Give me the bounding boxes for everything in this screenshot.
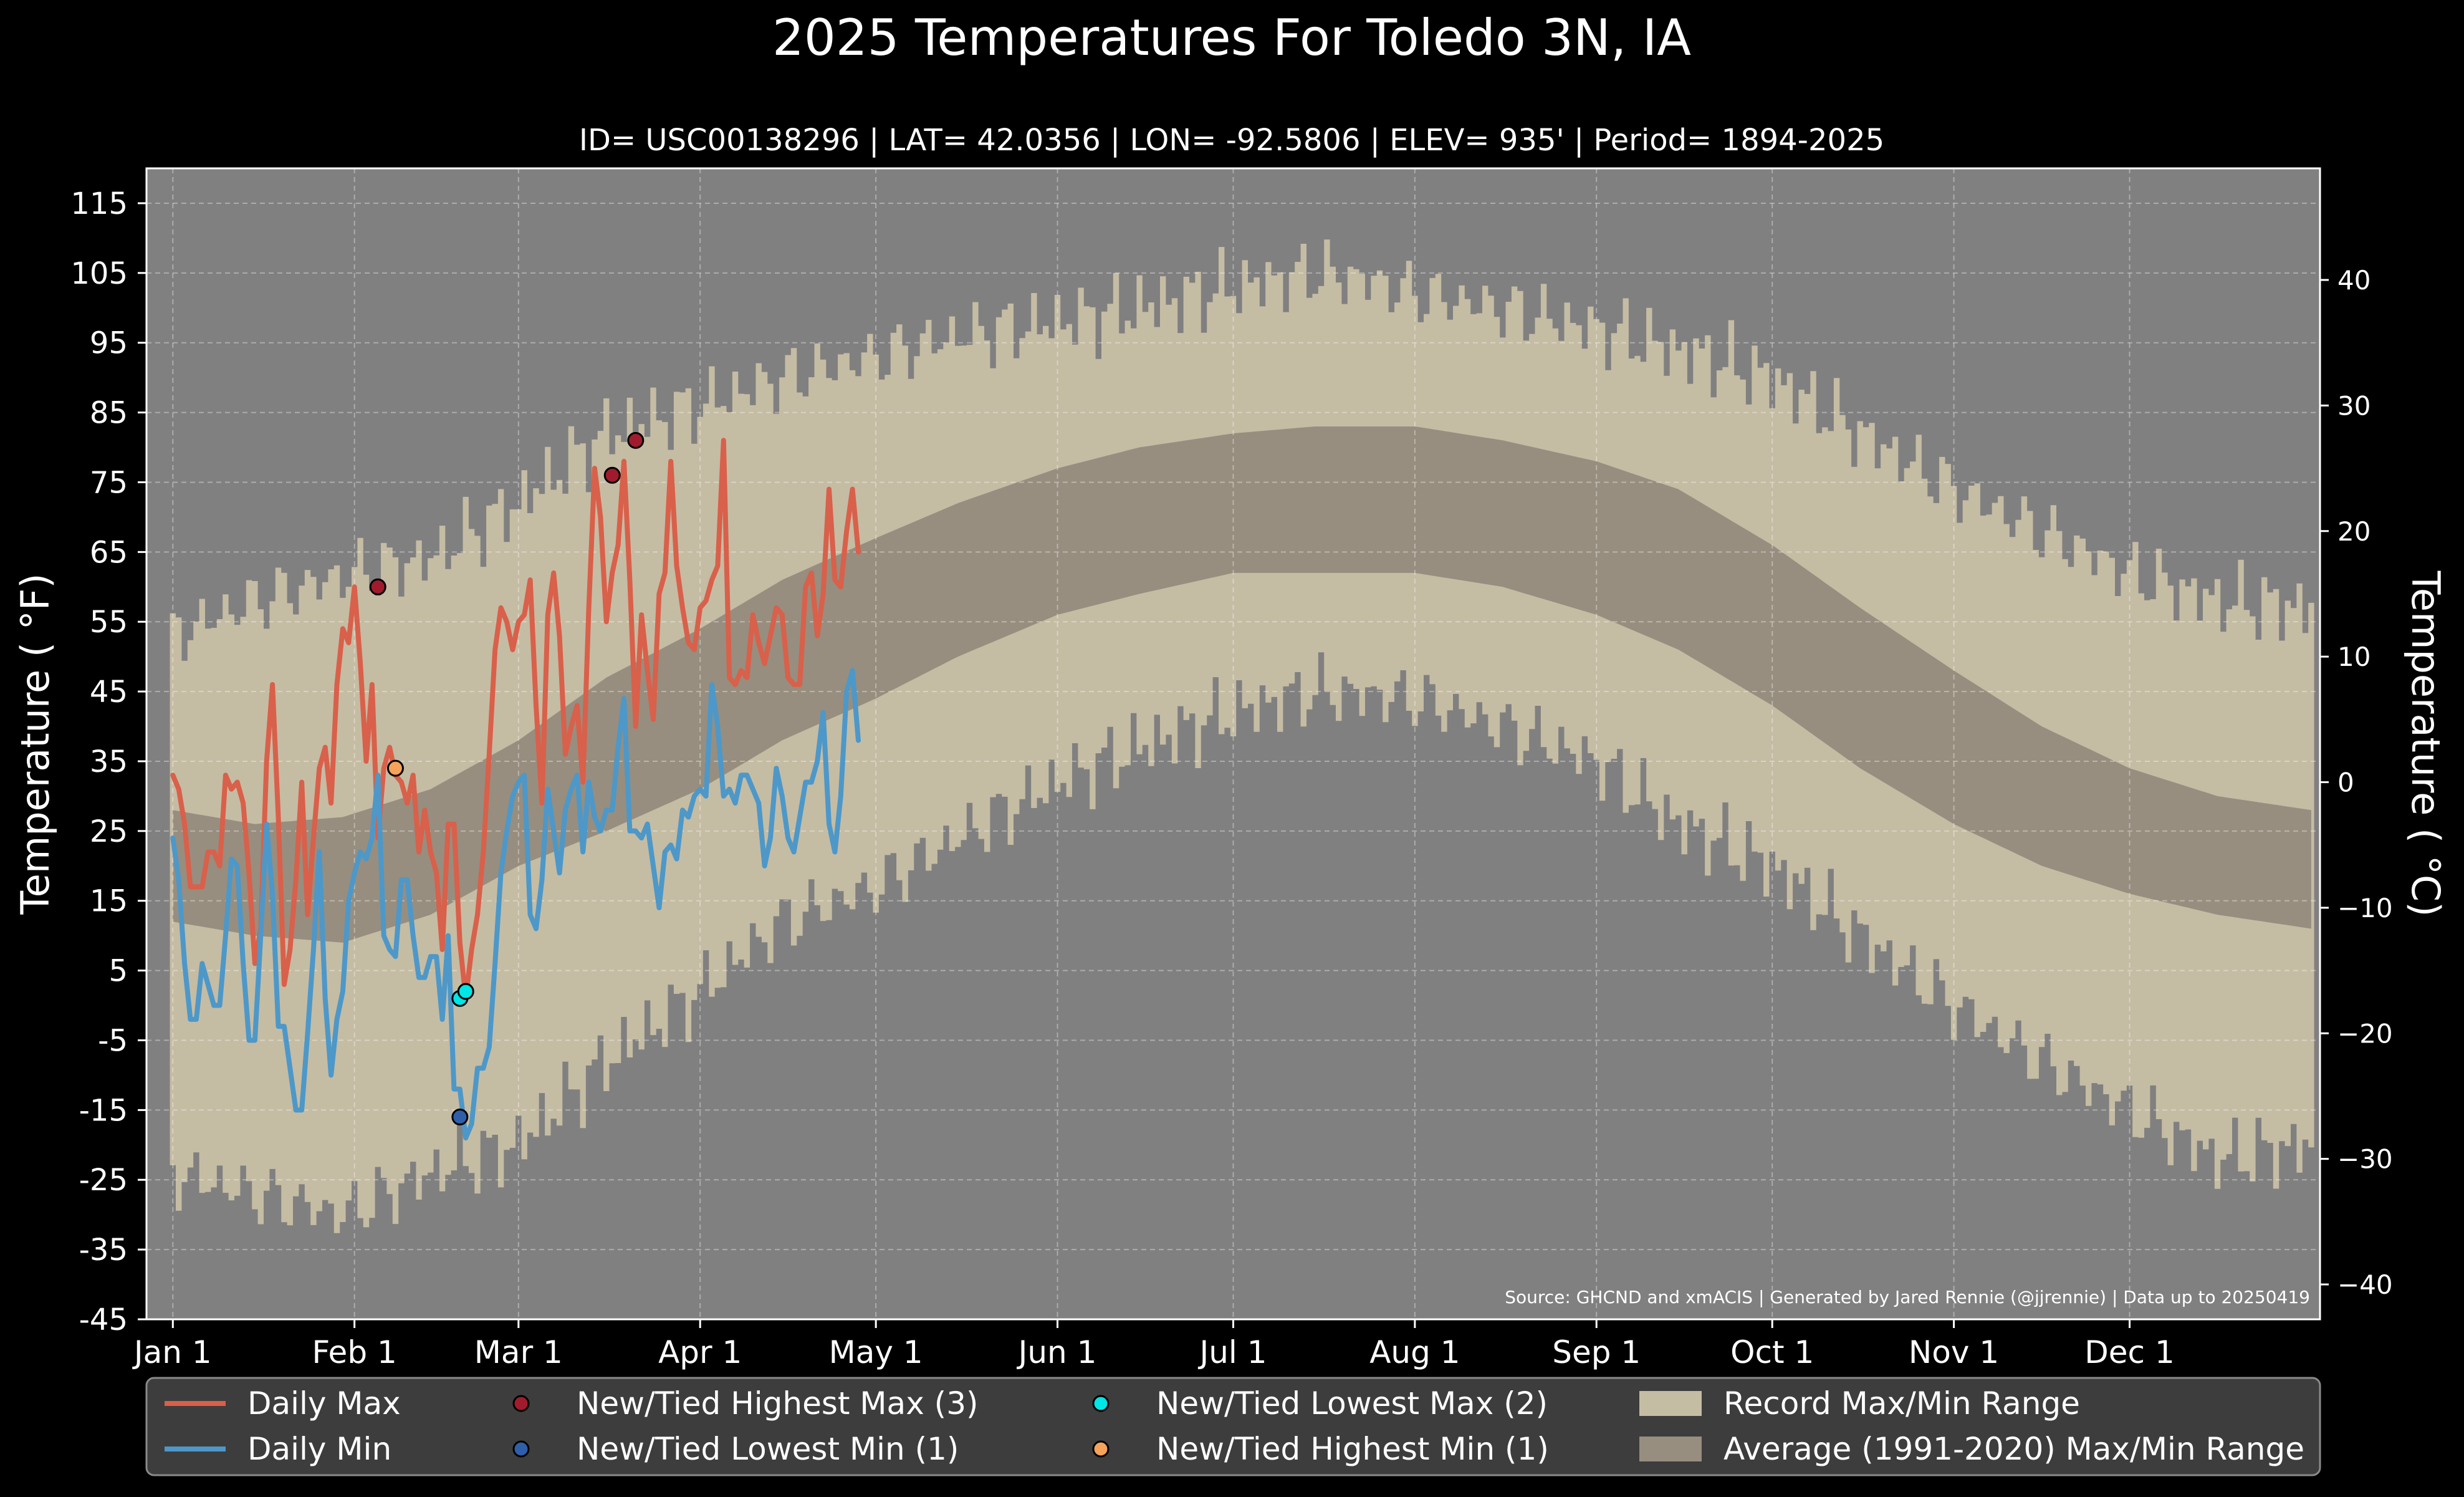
- x-tick-label: May 1: [829, 1334, 923, 1370]
- legend: Daily Max Daily Min New/Tied Highest Max (…: [145, 1377, 2321, 1476]
- y-tick-label-left: -45: [79, 1302, 128, 1337]
- x-tick-label: Jun 1: [1017, 1334, 1097, 1370]
- y-tick-label-right: 40: [2337, 265, 2371, 296]
- y-tick-label-left: 25: [90, 814, 128, 849]
- marker-layer: [369, 431, 645, 1126]
- chart-title: 2025 Temperatures For Toledo 3N, IA: [772, 9, 1691, 67]
- record-marker-1: [451, 1109, 469, 1126]
- y-tick-label-left: 5: [108, 954, 128, 989]
- record-marker-2: [457, 983, 474, 1000]
- x-tick-label: Aug 1: [1369, 1334, 1460, 1370]
- x-tick-label: Sep 1: [1552, 1334, 1641, 1370]
- x-axis: Jan 1 Feb 1 Mar 1 Apr 1 May 1 Jun 1 Jul 1 Aug 1…: [132, 1319, 2175, 1370]
- y-tick-label-left: 95: [90, 326, 128, 361]
- x-tick-label: Nov 1: [1909, 1334, 1999, 1370]
- y-tick-label-right: 20: [2337, 516, 2371, 547]
- y-tick-label-left: -35: [79, 1233, 128, 1268]
- x-tick-label: Jan 1: [132, 1334, 212, 1370]
- y-tick-label-left: 85: [90, 396, 128, 431]
- record-marker-0: [369, 578, 386, 595]
- y-tick-label-left: 15: [90, 884, 128, 919]
- record-marker-0: [603, 466, 621, 484]
- y-tick-label-left: 45: [90, 675, 128, 710]
- y-axis-label-left: Temperature ( °F): [12, 573, 58, 915]
- legend-label: Average (1991-2020) Max/Min Range: [1723, 1431, 2304, 1467]
- daily-min-line: [170, 668, 861, 1141]
- y-tick-label-left: -25: [79, 1163, 128, 1198]
- y-tick-label-left: 75: [90, 465, 128, 500]
- y-tick-label-right: −40: [2337, 1269, 2393, 1300]
- legend-swatch-marker: [512, 1440, 530, 1458]
- y-tick-label-right: 0: [2337, 768, 2354, 798]
- legend-label: Record Max/Min Range: [1723, 1385, 2080, 1422]
- y-tick-label-right: −10: [2337, 893, 2393, 923]
- legend-label: New/Tied Lowest Max (2): [1156, 1385, 1548, 1422]
- record-marker-0: [627, 431, 645, 449]
- x-tick-label: Feb 1: [312, 1334, 397, 1370]
- average-range-band: [173, 426, 2311, 943]
- legend-label: New/Tied Highest Max (3): [577, 1385, 979, 1422]
- x-tick-label: Apr 1: [658, 1334, 742, 1370]
- legend-label: Daily Max: [247, 1385, 401, 1422]
- y-tick-label-left: -15: [79, 1093, 128, 1128]
- legend-swatch-patch: [1639, 1437, 1702, 1461]
- y-tick-label-left: 105: [70, 256, 128, 291]
- y-tick-label-left: -5: [98, 1023, 128, 1058]
- legend-label: Daily Min: [247, 1431, 391, 1467]
- legend-swatch-marker: [512, 1395, 530, 1412]
- y-tick-label-right: 30: [2337, 390, 2371, 421]
- x-tick-label: Oct 1: [1730, 1334, 1814, 1370]
- y-tick-label-right: −20: [2337, 1018, 2393, 1049]
- y-tick-label-right: −30: [2337, 1144, 2393, 1175]
- legend-swatch-patch: [1639, 1391, 1702, 1416]
- y-tick-label-left: 55: [90, 605, 128, 640]
- x-tick-label: Dec 1: [2084, 1334, 2174, 1370]
- record-range-band: [170, 239, 2314, 1233]
- y-tick-label-left: 115: [70, 186, 128, 221]
- x-tick-label: Mar 1: [474, 1334, 563, 1370]
- y-tick-label-left: 65: [90, 535, 128, 570]
- source-note: Source: GHCND and xmACIS | Generated by …: [1505, 1287, 2310, 1307]
- daily-max-line: [170, 438, 861, 1001]
- legend-box: [145, 1377, 2321, 1476]
- record-marker-3: [386, 759, 404, 777]
- y-tick-label-right: 10: [2337, 642, 2371, 672]
- plot-area: [146, 168, 2320, 1319]
- x-tick-label: Jul 1: [1197, 1334, 1267, 1370]
- legend-swatch-marker: [1092, 1440, 1110, 1458]
- y-tick-label-left: 35: [90, 744, 128, 779]
- right-y-axis: 40 30 20 10 0 −10 −20 −30 −40: [2320, 265, 2393, 1300]
- left-y-axis: 115 105 95 85 75 65 55 45 35 25 15 5 -5 -15 -25 -35 -45: [70, 186, 146, 1337]
- legend-label: New/Tied Lowest Min (1): [577, 1431, 959, 1467]
- legend-label: New/Tied Highest Min (1): [1156, 1431, 1549, 1467]
- legend-swatch-marker: [1092, 1395, 1110, 1412]
- chart-subtitle: ID= USC00138296 | LAT= 42.0356 | LON= -9…: [579, 123, 1884, 158]
- y-axis-label-right: Temperature ( °C): [2403, 570, 2448, 917]
- series-layer: [170, 438, 861, 1141]
